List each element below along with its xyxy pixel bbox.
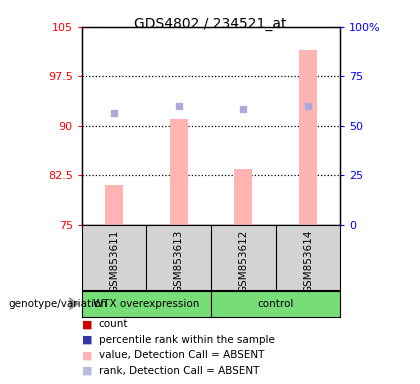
- Text: ■: ■: [82, 350, 92, 360]
- Text: count: count: [99, 319, 128, 329]
- Text: GSM853613: GSM853613: [174, 230, 184, 293]
- Text: WTX overexpression: WTX overexpression: [93, 299, 200, 309]
- Bar: [234, 169, 252, 225]
- Polygon shape: [69, 297, 80, 310]
- Bar: [170, 119, 188, 225]
- Text: GSM853612: GSM853612: [238, 230, 248, 293]
- Bar: [299, 50, 317, 225]
- Text: value, Detection Call = ABSENT: value, Detection Call = ABSENT: [99, 350, 264, 360]
- Text: control: control: [257, 299, 294, 309]
- Text: genotype/variation: genotype/variation: [8, 299, 108, 309]
- Text: GSM853611: GSM853611: [109, 230, 119, 293]
- Text: percentile rank within the sample: percentile rank within the sample: [99, 335, 275, 345]
- Bar: [105, 185, 123, 225]
- Text: ■: ■: [82, 319, 92, 329]
- Text: GSM853614: GSM853614: [303, 230, 313, 293]
- Text: rank, Detection Call = ABSENT: rank, Detection Call = ABSENT: [99, 366, 259, 376]
- Text: ■: ■: [82, 335, 92, 345]
- Text: ■: ■: [82, 366, 92, 376]
- Text: GDS4802 / 234521_at: GDS4802 / 234521_at: [134, 17, 286, 31]
